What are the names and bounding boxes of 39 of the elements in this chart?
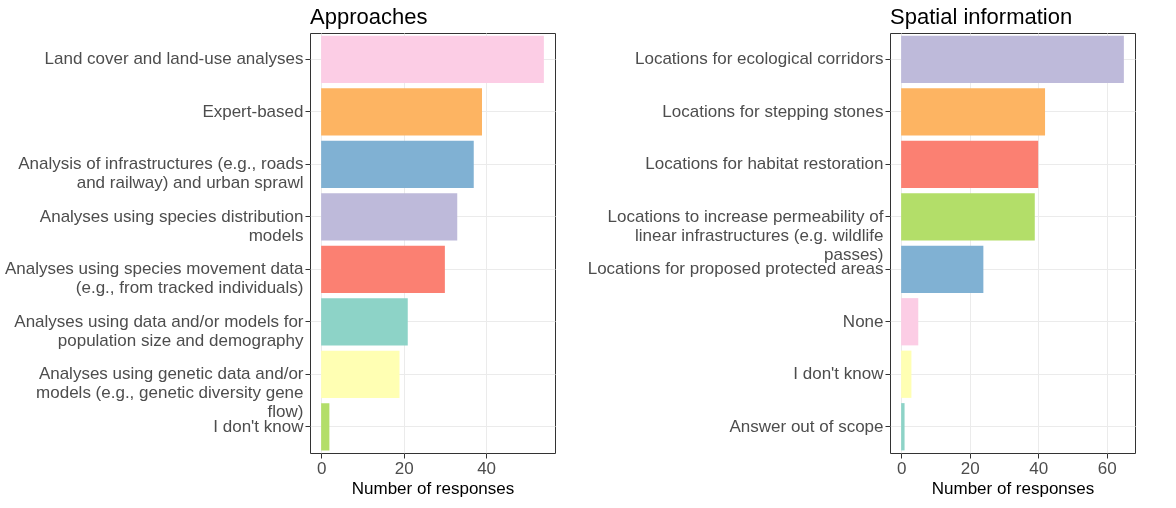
bar: [901, 88, 1046, 136]
bar: [901, 35, 1124, 83]
bar: [321, 35, 544, 83]
x-axis-title: Number of responses: [351, 478, 515, 498]
y-tick-label: Analyses using species movement data (e.g., from tracked individuals): [4, 259, 305, 298]
bar: [321, 350, 400, 398]
bar: [901, 350, 912, 398]
chart-title: Approaches: [310, 4, 428, 29]
bar: [901, 245, 984, 293]
bar: [321, 403, 330, 451]
y-tick-label: I don't know: [793, 364, 885, 384]
bar: [321, 245, 445, 293]
bar: [901, 298, 919, 346]
x-axis-title: Number of responses: [931, 478, 1095, 498]
y-tick-label: Land cover and land-use analyses: [44, 49, 304, 69]
bar: [321, 298, 408, 346]
x-tick-label: 40: [477, 458, 497, 478]
x-tick-label: 20: [960, 458, 980, 478]
y-tick-label: Locations for ecological corridors: [634, 49, 884, 69]
y-tick-label: Locations for habitat restoration: [645, 154, 884, 174]
x-tick-label: 0: [316, 458, 327, 478]
x-tick-label: 20: [394, 458, 414, 478]
bar: [901, 140, 1039, 188]
bar: [321, 193, 458, 241]
bar: [321, 88, 482, 136]
x-tick-label: 60: [1097, 458, 1117, 478]
x-tick-label: 0: [896, 458, 907, 478]
y-tick-label: Analyses using species distribution models: [39, 206, 304, 245]
chart-title: Spatial information: [890, 4, 1073, 29]
y-tick-label: Answer out of scope: [729, 416, 884, 436]
y-tick-label: Analysis of infrastructures (e.g., roads and railway) and urban sprawl: [18, 154, 304, 193]
y-tick-label: Expert-based: [202, 101, 304, 121]
x-tick-label: 40: [1029, 458, 1049, 478]
y-tick-label: Locations for stepping stones: [662, 101, 884, 121]
bar: [901, 403, 905, 451]
bar: [901, 193, 1035, 241]
bar: [321, 140, 474, 188]
y-tick-label: Analyses using data and/or models for population size and demography: [14, 311, 304, 350]
y-tick-label: None: [842, 311, 884, 331]
